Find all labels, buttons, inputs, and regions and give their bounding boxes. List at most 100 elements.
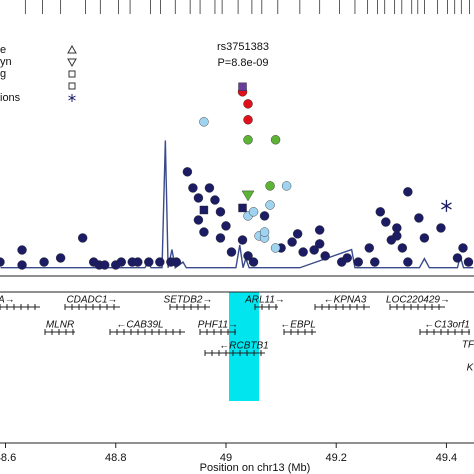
legend-symbol	[68, 94, 76, 102]
point	[116, 257, 126, 267]
point	[77, 233, 88, 243]
point	[155, 257, 165, 267]
point	[193, 215, 204, 225]
point	[55, 253, 66, 263]
point	[270, 135, 281, 145]
point	[215, 233, 226, 243]
point	[320, 251, 330, 261]
point	[248, 207, 259, 217]
point	[281, 181, 292, 191]
point	[241, 190, 255, 202]
point	[182, 167, 193, 177]
legend-label: yn	[0, 56, 12, 68]
point	[381, 217, 391, 227]
annotation: rs3751383	[217, 41, 269, 53]
point	[259, 227, 270, 237]
legend-symbol	[68, 70, 76, 78]
point	[265, 181, 275, 191]
point	[314, 225, 325, 235]
annotation: P=8.8e-09	[217, 57, 268, 69]
point	[441, 199, 452, 212]
legend-label: g	[0, 68, 6, 80]
x-tick-label: 49	[220, 452, 232, 464]
x-tick-label: 49.2	[325, 452, 346, 464]
point	[238, 203, 247, 213]
point	[188, 183, 198, 193]
point	[171, 257, 182, 267]
point	[243, 135, 253, 145]
gene-label: ←RCBTB1	[219, 341, 268, 352]
point	[270, 243, 281, 253]
point	[100, 260, 110, 270]
point	[17, 245, 27, 255]
highlight-region	[229, 292, 259, 401]
legend-label: ions	[0, 92, 21, 104]
legend-symbol	[68, 82, 76, 90]
point	[210, 195, 220, 205]
point	[314, 239, 325, 249]
point	[199, 117, 209, 127]
point	[309, 245, 319, 255]
gene-label: ←EBPL	[280, 320, 316, 331]
gene-label: ←KPNA3	[324, 295, 367, 306]
gene-label: PHF11→	[198, 320, 238, 331]
point	[419, 233, 430, 243]
x-tick-label: 49.4	[436, 452, 457, 464]
x-tick-label: 48.8	[105, 452, 126, 464]
point	[298, 247, 308, 257]
point	[133, 257, 143, 267]
point	[463, 257, 474, 267]
point	[397, 243, 408, 253]
point	[403, 257, 413, 267]
point	[458, 243, 468, 253]
point	[17, 260, 27, 270]
point	[414, 213, 424, 223]
gene-label: LOC220429→	[386, 295, 450, 306]
point	[144, 257, 154, 267]
gene-label: ARL11→	[244, 295, 285, 306]
point	[452, 253, 463, 263]
point	[436, 223, 446, 233]
point	[265, 200, 275, 210]
point	[204, 183, 215, 193]
point	[215, 207, 226, 217]
gene-label: ←CAB39L	[116, 320, 163, 331]
point	[248, 257, 259, 267]
point	[287, 237, 297, 247]
point	[353, 257, 363, 267]
point	[0, 257, 5, 267]
gene-label: CDADC1→	[66, 295, 117, 306]
recomb-line	[0, 140, 474, 269]
point	[403, 187, 413, 197]
gene-label: ←C13orf1	[424, 320, 470, 331]
legend-label: e	[0, 44, 6, 56]
point	[364, 243, 374, 253]
gene-label: K	[467, 363, 474, 374]
point	[259, 211, 270, 221]
point	[237, 235, 248, 245]
point	[243, 99, 253, 109]
point	[342, 253, 352, 263]
point	[292, 229, 303, 239]
point	[221, 221, 231, 231]
point	[39, 257, 49, 267]
point	[199, 227, 209, 237]
point	[238, 82, 247, 92]
point	[392, 231, 402, 241]
point	[243, 251, 253, 261]
gene-label: SETDB2→	[164, 295, 213, 306]
point	[375, 207, 386, 217]
gene-label: IA→	[0, 295, 15, 306]
x-axis-label: Position on chr13 (Mb)	[200, 462, 311, 474]
point	[243, 115, 253, 125]
point	[226, 247, 237, 257]
point	[193, 193, 204, 203]
legend-symbol	[67, 44, 77, 54]
point	[199, 205, 209, 215]
legend-symbol	[67, 58, 77, 68]
gene-label: MLNR	[46, 320, 74, 331]
point	[370, 257, 380, 267]
gene-label: TF	[462, 340, 474, 351]
x-tick-label: 48.6	[0, 452, 16, 464]
